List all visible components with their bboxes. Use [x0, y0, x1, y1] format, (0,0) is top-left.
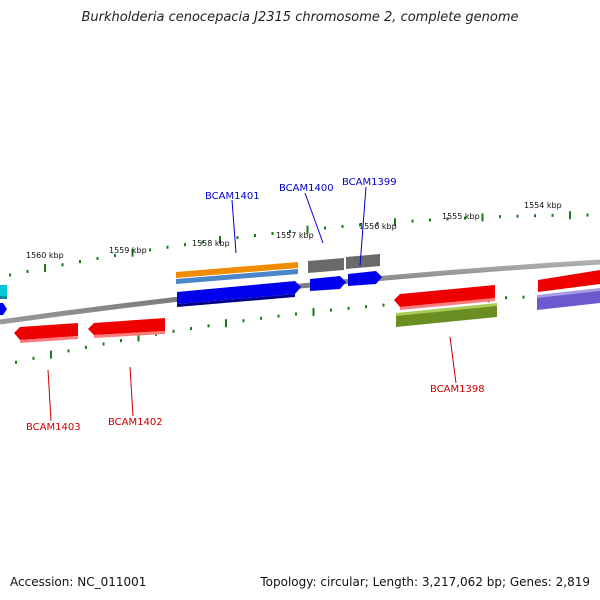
scale-tick-label: 1554 kbp [524, 201, 562, 210]
genome-stats-label: Topology: circular; Length: 3,217,062 bp… [260, 575, 590, 589]
scale-tick-label: 1556 kbp [359, 222, 397, 231]
lavender-feature[interactable] [537, 290, 600, 310]
cyan-feature[interactable] [0, 285, 7, 296]
scale-tick-label: 1560 kbp [26, 251, 64, 260]
forward-cds-arrow-shade [177, 294, 295, 307]
accession-label: Accession: NC_011001 [10, 575, 147, 589]
olive-feature[interactable] [396, 305, 497, 327]
gray-feature[interactable] [308, 258, 344, 273]
scale-tick-label: 1555 kbp [442, 212, 480, 221]
gene-label[interactable]: BCAM1401 [205, 191, 260, 202]
gray-feature[interactable] [346, 254, 380, 269]
lavender-feature-highlight [537, 288, 600, 298]
scale-tick-label: 1558 kbp [192, 239, 230, 248]
reverse-cds-arrow[interactable] [88, 318, 165, 335]
olive-feature-highlight [396, 303, 497, 316]
orange-feature[interactable] [176, 262, 298, 278]
chromosome-backbone [0, 259, 600, 325]
forward-cds-arrow[interactable] [310, 276, 346, 291]
forward-cds-arrow[interactable] [538, 270, 600, 292]
gene-label[interactable]: BCAM1399 [342, 177, 397, 188]
forward-cds-arrow[interactable] [0, 303, 7, 315]
reverse-cds-arrow-shade [20, 336, 78, 343]
steel-feature[interactable] [176, 269, 298, 284]
gene-label[interactable]: BCAM1402 [108, 417, 163, 428]
reverse-cds-arrow-shade [94, 331, 165, 338]
gene-label[interactable]: BCAM1398 [430, 384, 485, 395]
callouts [47, 186, 457, 422]
scale-tick-label: 1559 kbp [109, 246, 147, 255]
gene-label[interactable]: BCAM1400 [279, 183, 334, 194]
forward-cds-arrow[interactable] [177, 281, 301, 304]
forward-cds-arrow[interactable] [348, 271, 382, 286]
reverse-cds-arrow[interactable] [394, 285, 495, 307]
gene-label[interactable]: BCAM1403 [26, 422, 81, 433]
reverse-cds-arrow-shade [400, 298, 495, 310]
cyan-feature-shade [0, 296, 7, 299]
map-title: Burkholderia cenocepacia J2315 chromosom… [81, 10, 519, 25]
reverse-cds-arrow[interactable] [14, 323, 78, 340]
upper-tick-track [9, 211, 589, 277]
reverse-features [14, 285, 600, 343]
scale-tick-label: 1557 kbp [276, 231, 314, 240]
forward-features [0, 254, 600, 315]
